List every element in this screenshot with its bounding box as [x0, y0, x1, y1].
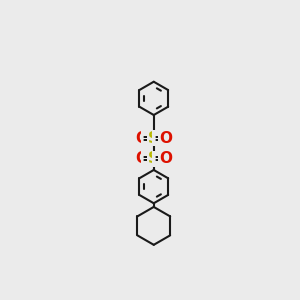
Text: O: O	[136, 130, 149, 146]
Text: =: =	[142, 152, 154, 166]
Text: =: =	[153, 152, 166, 166]
Text: =: =	[142, 130, 154, 146]
Text: O: O	[159, 152, 172, 166]
Text: =: =	[153, 130, 166, 146]
Text: O: O	[136, 152, 149, 166]
Text: S: S	[148, 152, 159, 166]
Text: O: O	[159, 130, 172, 146]
Text: S: S	[148, 130, 159, 146]
